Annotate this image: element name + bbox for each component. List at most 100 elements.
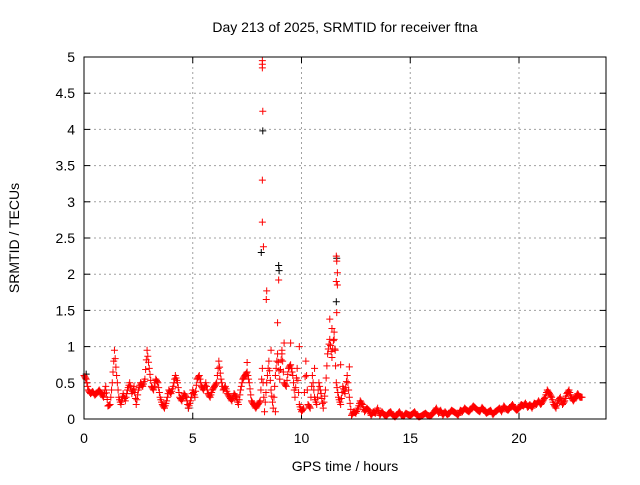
data-point [358,399,366,407]
data-point [288,368,296,376]
data-point [344,379,352,387]
data-point [199,385,207,393]
data-point [301,373,309,381]
data-point [187,397,195,405]
data-point [345,393,353,401]
y-tick-label: 3.5 [56,158,76,174]
data-point [333,281,341,289]
data-point [81,374,89,382]
data-point [131,394,139,402]
data-point [352,409,360,417]
data-point [143,346,151,354]
data-point [560,398,568,406]
data-point [325,340,333,348]
data-point [110,346,118,354]
data-point [328,325,336,332]
data-point [263,372,271,380]
data-point [270,393,278,401]
y-tick-label: 3 [67,194,75,210]
data-point [551,403,559,411]
data-point [330,328,338,336]
data-point [330,335,338,343]
data-point [221,384,229,392]
data-point [134,391,142,399]
data-point [203,382,211,390]
data-point [166,388,174,396]
data-point [146,370,154,378]
data-point [215,357,223,365]
data-point [316,382,324,390]
data-point [332,277,340,285]
data-point [332,379,340,387]
x-tick-label: 0 [80,430,88,446]
data-point [333,384,341,392]
data-point [322,374,330,382]
data-point [306,404,314,412]
data-point [238,379,246,387]
data-point [232,392,240,400]
data-point [191,393,199,401]
data-point [564,387,572,395]
data-point [177,396,185,404]
data-point [317,390,325,398]
data-point [329,337,337,345]
data-point [216,363,224,371]
data-point [284,370,292,378]
data-point [290,379,298,387]
data-point [246,385,254,393]
y-tick-label: 0 [67,411,75,427]
data-point [153,378,161,386]
data-point [262,296,270,304]
data-point [121,397,129,405]
data-point [300,404,308,412]
data-point [283,376,291,384]
data-point [353,406,361,414]
data-point [315,379,323,387]
data-point [299,405,307,413]
data-point [276,375,284,383]
data-point [83,379,91,387]
data-point [346,399,354,407]
data-point [278,350,286,358]
data-point [345,386,353,394]
data-point [257,386,265,394]
data-point [437,406,445,414]
data-point [142,366,150,374]
data-point [343,372,351,380]
data-point [258,64,266,72]
data-point [261,398,269,406]
data-point [144,352,152,360]
data-point [196,375,204,383]
data-point [308,382,316,390]
data-point [212,380,220,388]
data-point [319,399,327,407]
data-point [160,403,168,411]
data-point [192,387,200,395]
data-point [269,404,277,412]
data-point [234,401,242,409]
data-point [275,267,283,275]
data-point [287,339,295,347]
data-point [111,355,119,363]
axis-ticks: 0 0.5 1 1.5 2 2.5 3 3.5 4 4.5 5 0 5 10 15 20 [56,49,606,446]
data-point [245,379,253,387]
data-point [432,404,440,412]
data-point [112,363,120,371]
data-point [109,368,117,376]
grid-lines [84,57,606,419]
y-tick-label: 0.5 [56,375,76,391]
data-point [145,364,153,372]
data-point [259,243,267,251]
data-point [84,382,92,390]
data-point [294,376,302,384]
data-point [237,386,245,394]
data-point [547,392,555,400]
data-point [163,397,171,405]
data-point [236,391,244,399]
data-point [274,319,282,327]
data-point [341,390,349,398]
x-tick-label: 15 [402,430,418,446]
data-point [333,269,341,277]
y-tick-label: 1 [67,339,75,355]
data-point [182,392,189,400]
